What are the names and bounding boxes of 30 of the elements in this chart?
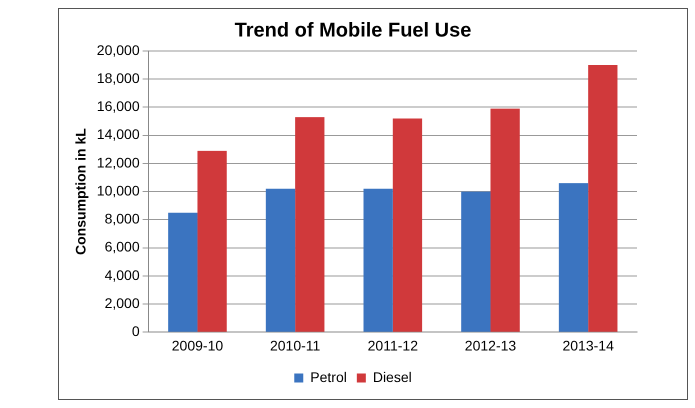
- chart-title: Trend of Mobile Fuel Use: [234, 20, 472, 42]
- x-tick-label: 2011-12: [368, 337, 418, 354]
- y-tick-label: 14,000: [96, 126, 140, 142]
- y-tick-label: 6,000: [104, 238, 140, 255]
- bar: [588, 65, 618, 332]
- bar: [364, 188, 393, 332]
- bar: [392, 118, 422, 332]
- y-axis-title: Consumption in kL: [72, 128, 88, 255]
- x-tick-label: 2012-13: [464, 337, 516, 354]
- y-tick-label: 20,000: [96, 42, 140, 58]
- bar: [295, 117, 324, 332]
- x-tick-label: 2010-11: [270, 337, 321, 354]
- y-tick-label: 16,000: [96, 98, 140, 114]
- bar: [266, 188, 296, 332]
- bar: [197, 150, 227, 332]
- y-tick-label: 8,000: [104, 210, 140, 227]
- bar: [168, 212, 198, 332]
- y-tick-label: 0: [132, 323, 140, 340]
- legend-label: Diesel: [372, 368, 412, 385]
- y-tick-label: 2,000: [104, 294, 140, 311]
- y-tick-label: 18,000: [96, 70, 140, 86]
- x-tick-label: 2013-14: [562, 337, 614, 354]
- bar: [461, 192, 490, 332]
- y-tick-label: 12,000: [96, 154, 140, 170]
- y-tick-label: 4,000: [104, 266, 140, 283]
- x-tick-label: 2009-10: [172, 337, 224, 354]
- bar: [558, 183, 588, 332]
- y-tick-label: 10,000: [96, 182, 140, 198]
- legend-label: Petrol: [310, 368, 347, 385]
- bar: [490, 108, 520, 332]
